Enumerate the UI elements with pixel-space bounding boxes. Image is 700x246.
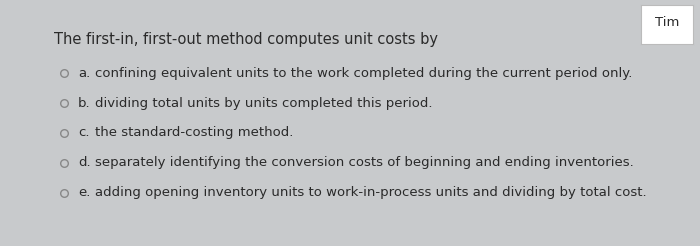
Text: c.: c.: [78, 126, 90, 139]
Text: separately identifying the conversion costs of beginning and ending inventories.: separately identifying the conversion co…: [95, 156, 634, 169]
Text: b.: b.: [78, 97, 91, 109]
Text: confining equivalent units to the work completed during the current period only.: confining equivalent units to the work c…: [95, 67, 633, 80]
Text: the standard-costing method.: the standard-costing method.: [95, 126, 293, 139]
Text: d.: d.: [78, 156, 91, 169]
Text: dividing total units by units completed this period.: dividing total units by units completed …: [95, 97, 433, 109]
Text: Tim: Tim: [654, 16, 679, 29]
Text: a.: a.: [78, 67, 90, 80]
Text: adding opening inventory units to work-in-process units and dividing by total co: adding opening inventory units to work-i…: [95, 186, 647, 199]
Text: The first-in, first-out method computes unit costs by: The first-in, first-out method computes …: [54, 32, 438, 47]
Text: e.: e.: [78, 186, 90, 199]
